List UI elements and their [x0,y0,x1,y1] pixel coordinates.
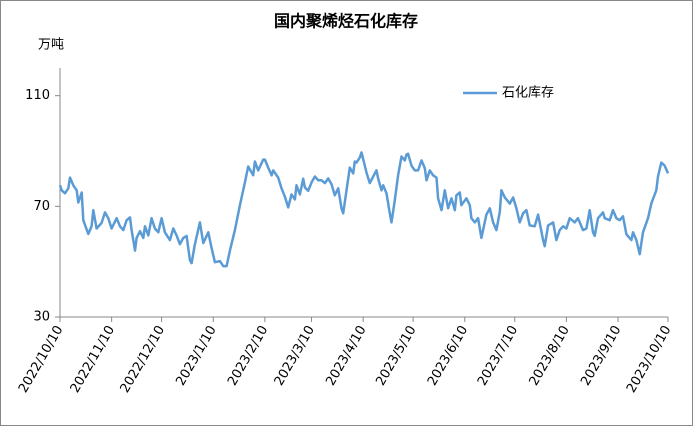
y-tick-label: 110 [25,88,50,103]
chart-title: 国内聚烯烃石化库存 [274,12,418,31]
legend-label: 石化库存 [502,85,554,101]
y-axis-unit: 万吨 [38,38,64,53]
y-tick-label: 30 [33,310,50,325]
y-tick-label: 70 [33,199,50,214]
line-series [58,151,670,268]
